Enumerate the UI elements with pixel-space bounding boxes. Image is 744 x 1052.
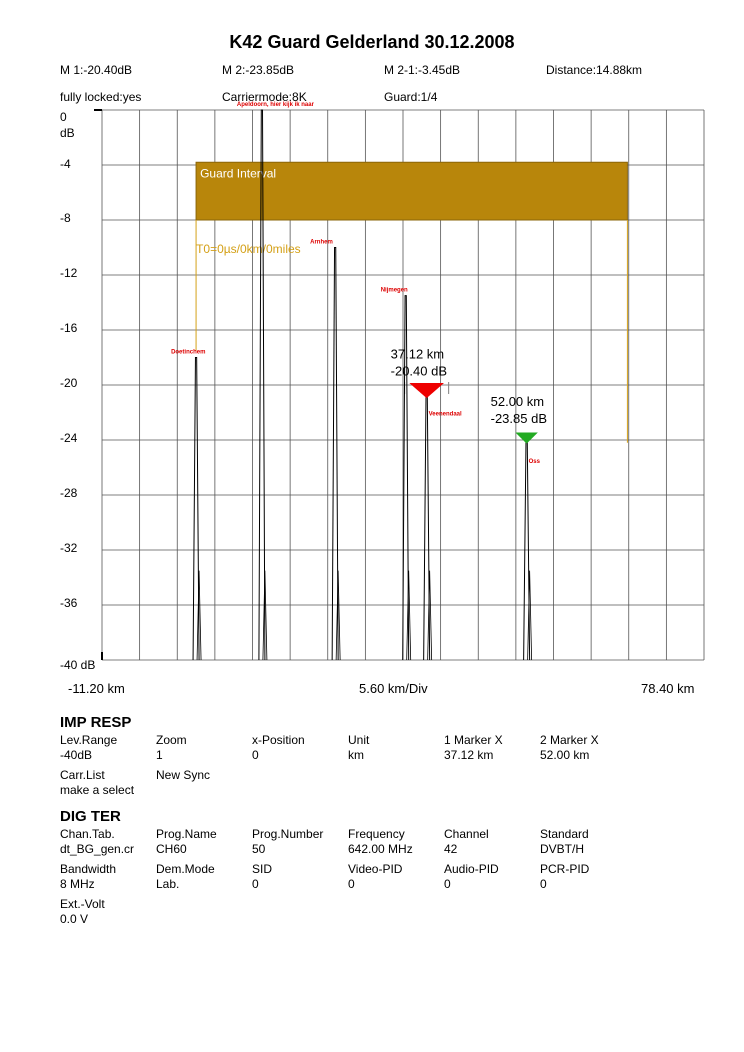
echo-peak xyxy=(192,357,200,661)
lock-status: fully locked:yes xyxy=(60,90,142,104)
marker-difference-readout: M 2-1:-3.45dB xyxy=(384,63,461,77)
imp-resp-param-value: 37.12 km xyxy=(444,748,494,762)
dig-ter-param-label: Standard xyxy=(540,827,589,841)
dig-ter-param-label: Channel xyxy=(444,827,489,841)
dig-ter-param-value: 8 MHz xyxy=(60,877,95,891)
echo-sidelobe xyxy=(335,570,341,661)
x-div-label: 5.60 km/Div xyxy=(359,681,428,696)
dig-ter-param-value: 0 xyxy=(540,877,547,891)
echo-sidelobe xyxy=(196,570,202,661)
dig-ter-param-value: 0 xyxy=(252,877,259,891)
dig-ter-param-value: 0 xyxy=(348,877,355,891)
marker-2-level-label: -23.85 dB xyxy=(491,411,547,426)
imp-resp-param-value: make a select xyxy=(60,783,135,797)
imp-resp-param-value: 1 xyxy=(156,748,163,762)
echo-sidelobe xyxy=(406,570,412,661)
y-tick-label: -20 xyxy=(60,376,78,390)
dig-ter-param-value: 0.0 V xyxy=(60,912,89,926)
dig-ter-param-label: Video-PID xyxy=(348,862,403,876)
y-tick-label: -8 xyxy=(60,211,71,225)
dig-ter-param-label: Dem.Mode xyxy=(156,862,215,876)
dig-ter-param-label: Prog.Number xyxy=(252,827,324,841)
marker-1-triangle xyxy=(409,383,444,399)
echo-peak xyxy=(331,247,339,661)
imp-resp-section-title: IMP RESP xyxy=(60,714,132,731)
echo-sidelobe xyxy=(427,570,433,661)
dig-ter-param-value: 42 xyxy=(444,842,458,856)
echo-station-label: Apeldoorn, hier kijk ik naar xyxy=(237,102,315,108)
marker2-level-readout: M 2:-23.85dB xyxy=(222,63,295,77)
t0-label: T0=0µs/0km/0miles xyxy=(196,242,301,256)
y-tick-label: -12 xyxy=(60,266,78,280)
guard-interval-label: Guard Interval xyxy=(200,166,276,180)
marker-1-distance-label: 37.12 km xyxy=(391,347,444,362)
imp-resp-param-label: Zoom xyxy=(156,733,187,747)
y-tick-label: -4 xyxy=(60,157,71,171)
imp-resp-param-value: 52.00 km xyxy=(540,748,590,762)
y-tick-label: -24 xyxy=(60,431,78,445)
echo-station-label: Doetinchem xyxy=(171,350,205,356)
dig-ter-param-label: Audio-PID xyxy=(444,862,499,876)
dig-ter-param-label: Frequency xyxy=(348,827,405,841)
dig-ter-section-title: DIG TER xyxy=(60,808,121,825)
marker-2-distance-label: 52.00 km xyxy=(491,394,544,409)
imp-resp-param-label: Unit xyxy=(348,733,370,747)
echo-sidelobe xyxy=(527,570,533,661)
y-tick-label: -32 xyxy=(60,541,78,555)
page-title: K42 Guard Gelderland 30.12.2008 xyxy=(229,32,515,52)
echo-peak xyxy=(258,109,266,661)
echo-station-label: Arnhem xyxy=(310,240,333,246)
imp-resp-param-label: New Sync xyxy=(156,768,211,782)
dig-ter-param-value: 50 xyxy=(252,842,266,856)
dig-ter-param-label: Prog.Name xyxy=(156,827,217,841)
x-max-label: 78.40 km xyxy=(641,681,695,696)
echo-peak xyxy=(402,295,410,661)
imp-resp-param-label: 2 Marker X xyxy=(540,733,599,747)
marker1-level-readout: M 1:-20.40dB xyxy=(60,63,133,77)
dig-ter-param-value: CH60 xyxy=(156,842,187,856)
dig-ter-param-label: Ext.-Volt xyxy=(60,897,105,911)
imp-resp-param-label: Lev.Range xyxy=(60,733,118,747)
echo-station-label: Veenendaal xyxy=(429,412,462,418)
y-tick-label: -40 dB xyxy=(60,658,96,672)
imp-resp-param-value: km xyxy=(348,748,364,762)
dig-ter-param-label: Chan.Tab. xyxy=(60,827,115,841)
dig-ter-param-label: PCR-PID xyxy=(540,862,590,876)
dig-ter-param-value: 0 xyxy=(444,877,451,891)
y-unit-label: dB xyxy=(60,126,75,140)
y-tick-label: -28 xyxy=(60,486,78,500)
carrier-mode: Carriermode:8K xyxy=(222,90,307,104)
imp-resp-param-value: 0 xyxy=(252,748,259,762)
imp-resp-param-label: x-Position xyxy=(252,733,305,747)
dig-ter-param-value: DVBT/H xyxy=(540,842,585,856)
dig-ter-param-value: dt_BG_gen.cr xyxy=(60,842,135,856)
guard-ratio: Guard:1/4 xyxy=(384,90,438,104)
distance-readout: Distance:14.88km xyxy=(546,63,643,77)
echo-station-label: Nijmegen xyxy=(381,288,408,294)
y-tick-label: 0 xyxy=(60,110,67,124)
y-tick-label: -16 xyxy=(60,321,78,335)
echo-station-label: Oss xyxy=(529,459,541,465)
imp-resp-param-label: Carr.List xyxy=(60,768,105,782)
dig-ter-param-label: Bandwidth xyxy=(60,862,117,876)
imp-resp-param-value: -40dB xyxy=(60,748,93,762)
dig-ter-param-value: Lab. xyxy=(156,877,180,891)
marker-2-triangle xyxy=(515,432,538,444)
dig-ter-param-value: 642.00 MHz xyxy=(348,842,413,856)
dig-ter-param-label: SID xyxy=(252,862,273,876)
guard-interval-band xyxy=(195,161,628,221)
marker-1-level-label: -20.40 dB xyxy=(391,364,447,379)
echo-sidelobe xyxy=(262,570,268,661)
y-tick-label: -36 xyxy=(60,596,78,610)
impulse-response-chart: Guard Interval T0=0µs/0km/0miles Doetinche… xyxy=(94,102,705,661)
x-min-label: -11.20 km xyxy=(68,681,125,696)
imp-resp-param-label: 1 Marker X xyxy=(444,733,503,747)
